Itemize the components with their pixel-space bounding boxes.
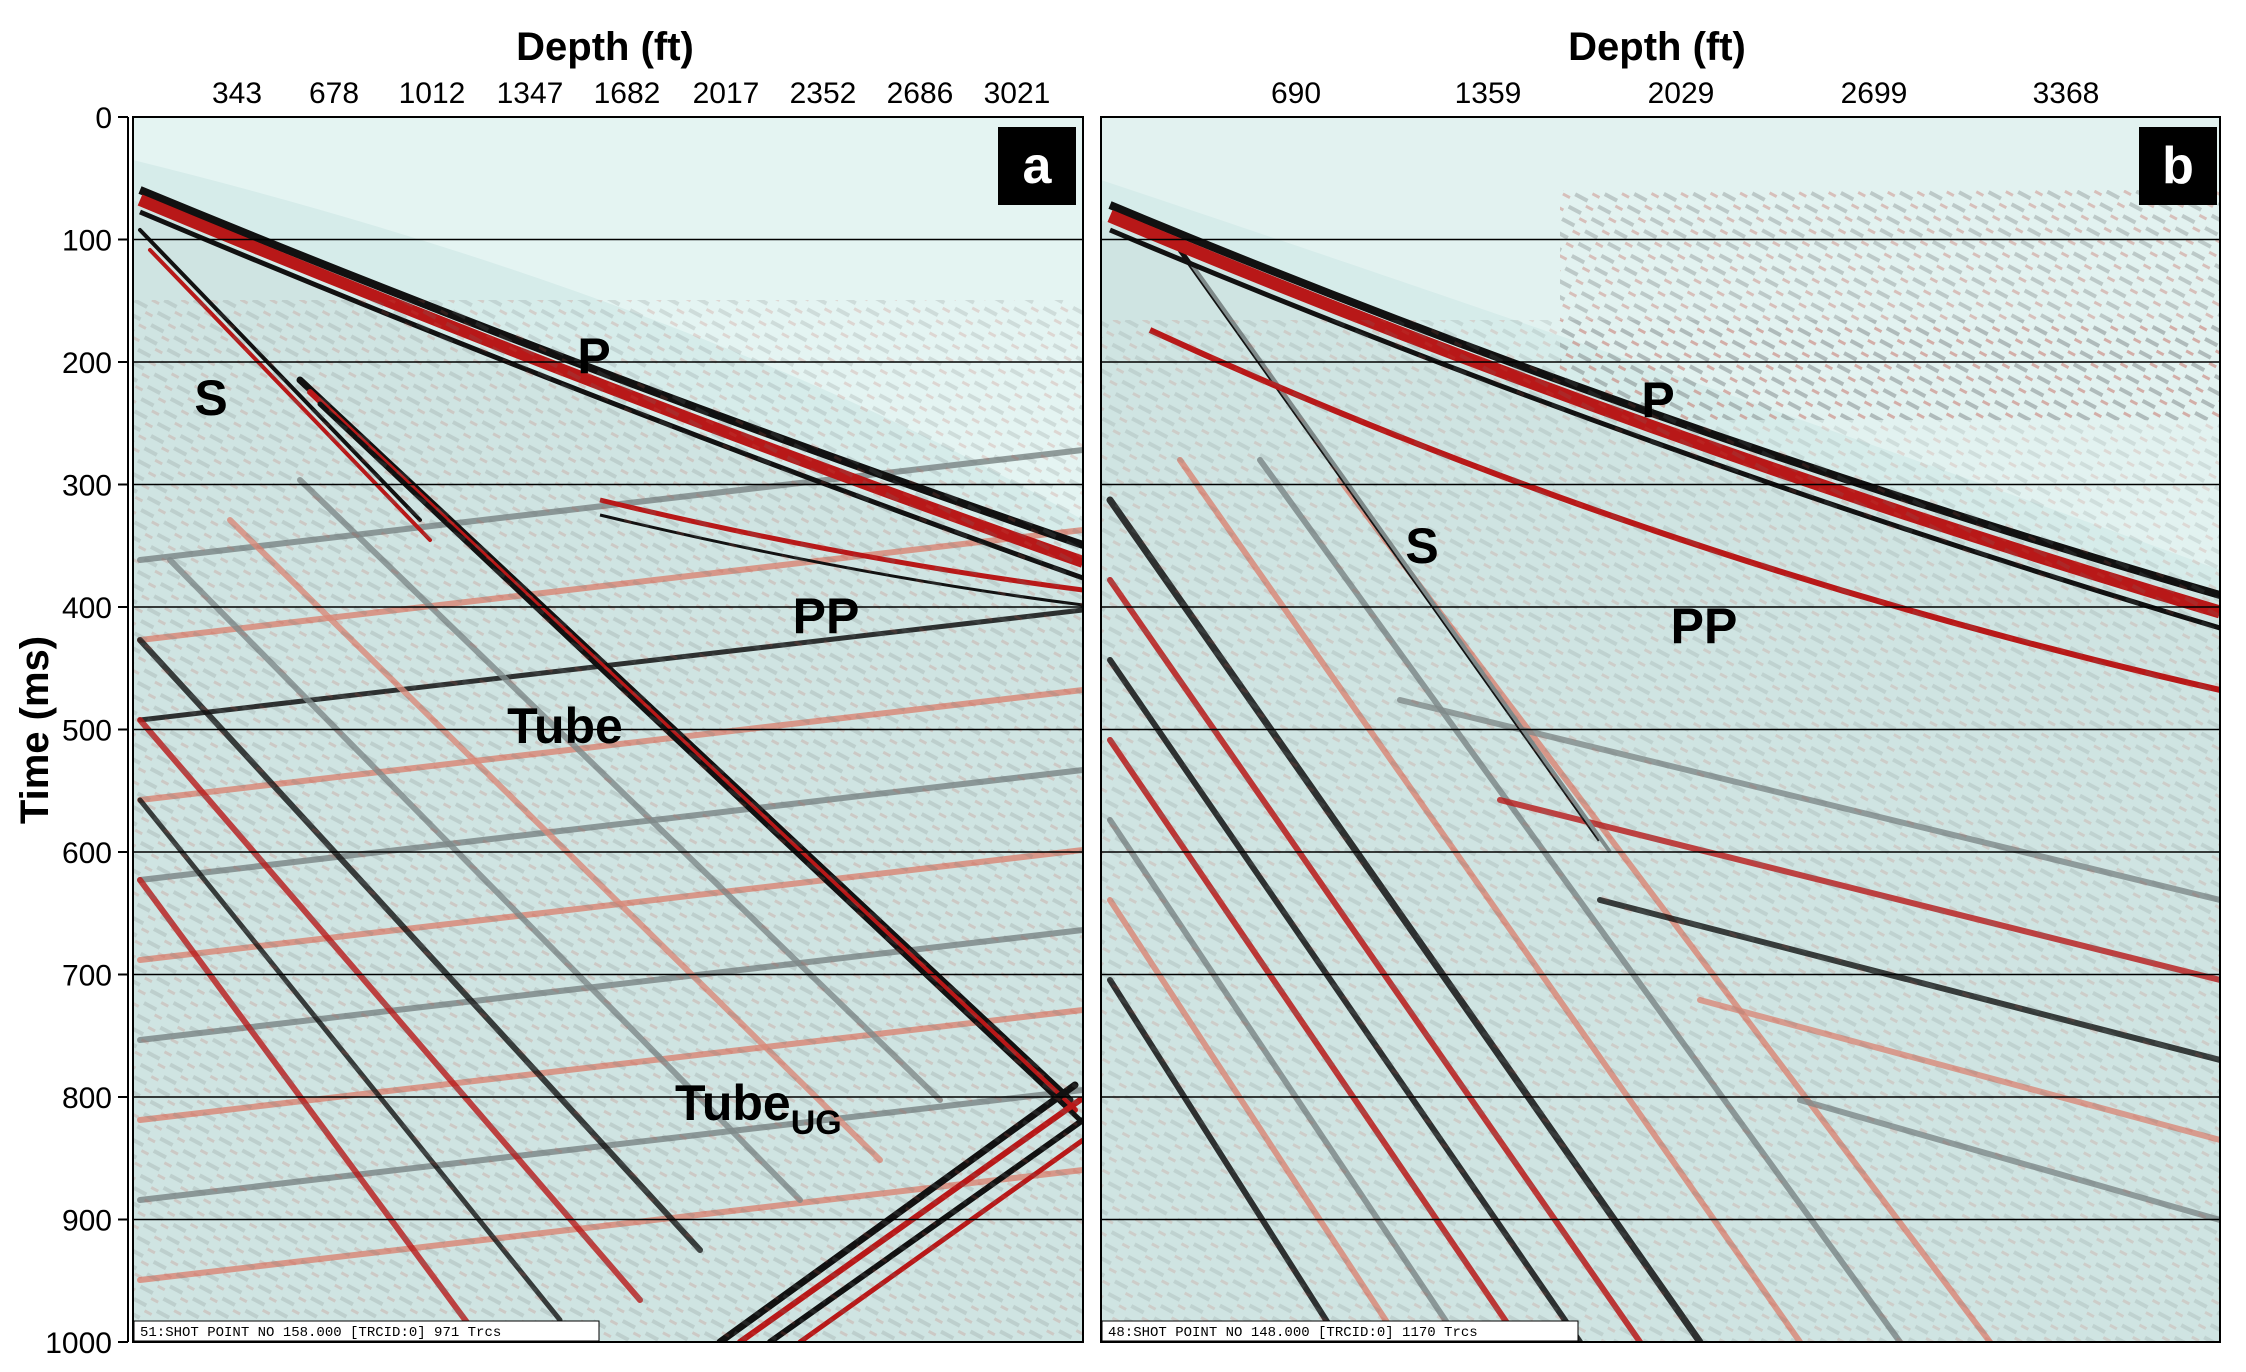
panel-a-letter-box [998, 127, 1076, 205]
time-tick-label: 300 [62, 470, 112, 503]
panel-b-depth-title: Depth (ft) [1568, 25, 1746, 69]
time-axis-ticks: 0 100 200 300 400 500 600 700 800 900 1000 [45, 102, 128, 1360]
time-tick-label: 1000 [45, 1327, 112, 1360]
panel-a-label-tube-ug: TubeUG [675, 1075, 842, 1142]
time-tick-label: 100 [62, 225, 112, 258]
time-axis: Time (ms) 0 100 200 300 400 500 600 700 800 900 10… [13, 102, 2220, 1360]
time-tick-label: 600 [62, 837, 112, 870]
panel-a-depth-tick: 3021 [984, 77, 1051, 110]
panel-a-depth-ticks: 343 678 1012 1347 1682 2017 2352 2686 30… [212, 77, 1050, 110]
panel-b-letter: b [2162, 137, 2194, 195]
panel-a-depth-tick: 1012 [399, 77, 466, 110]
panel-a-label-tube-ug-sub: UG [791, 1104, 842, 1142]
panel-a-depth-tick: 2686 [887, 77, 954, 110]
panel-b-depth-tick: 3368 [2033, 77, 2100, 110]
time-axis-title: Time (ms) [13, 636, 57, 824]
time-tick-label: 400 [62, 592, 112, 625]
panel-a-depth-tick: 1347 [497, 77, 564, 110]
panel-a-label-pp: PP [793, 588, 860, 644]
time-tick-label: 900 [62, 1205, 112, 1238]
panel-a-label-s: S [194, 370, 227, 426]
panel-a-depth-tick: 1682 [594, 77, 661, 110]
time-tick-label: 800 [62, 1082, 112, 1115]
panel-a-depth-tick: 2352 [790, 77, 857, 110]
panel-a-label-p: P [577, 328, 610, 384]
panel-b-footer: 48:SHOT POINT NO 148.000 [TRCID:0] 1170 … [1108, 1325, 1478, 1341]
time-tick-label: 200 [62, 347, 112, 380]
panel-a-letter: a [1023, 137, 1053, 195]
panel-a-depth-tick: 343 [212, 77, 262, 110]
time-tick-label: 0 [95, 102, 112, 135]
panel-b-label-p: P [1641, 372, 1674, 428]
panel-a-footer: 51:SHOT POINT NO 158.000 [TRCID:0] 971 T… [140, 1325, 501, 1341]
panel-b-depth-tick: 2699 [1841, 77, 1908, 110]
panel-b-footer-box [1101, 1320, 1579, 1342]
panel-b-label-s: S [1405, 518, 1438, 574]
panel-a-depth-tick: 678 [309, 77, 359, 110]
panel-a-label-tube-ug-main: Tube [675, 1075, 791, 1131]
panel-a-depth-title: Depth (ft) [516, 25, 694, 69]
panel-b-seismic-traces [1101, 117, 2220, 1342]
time-tick-label: 500 [62, 715, 112, 748]
panel-b-depth-tick: 1359 [1455, 77, 1522, 110]
panel-b: b P S PP 48:SHOT POINT NO 148.000 [TRCID… [1100, 25, 2221, 1343]
panel-a-depth-tick: 2017 [693, 77, 760, 110]
panel-b-letter-box [2139, 127, 2217, 205]
panel-a-seismic-traces [133, 117, 1083, 1342]
panel-b-depth-ticks: 690 1359 2029 2699 3368 [1271, 77, 2099, 110]
panel-a: a P S PP Tube TubeUG 51:SHOT POINT NO 15… [132, 25, 1084, 1343]
time-grid-lines [133, 238, 2220, 1221]
time-tick-label: 700 [62, 960, 112, 993]
panel-a-footer-box [133, 1320, 600, 1342]
panel-b-depth-tick: 690 [1271, 77, 1321, 110]
panel-a-label-tube: Tube [507, 698, 623, 754]
panel-b-depth-tick: 2029 [1648, 77, 1715, 110]
